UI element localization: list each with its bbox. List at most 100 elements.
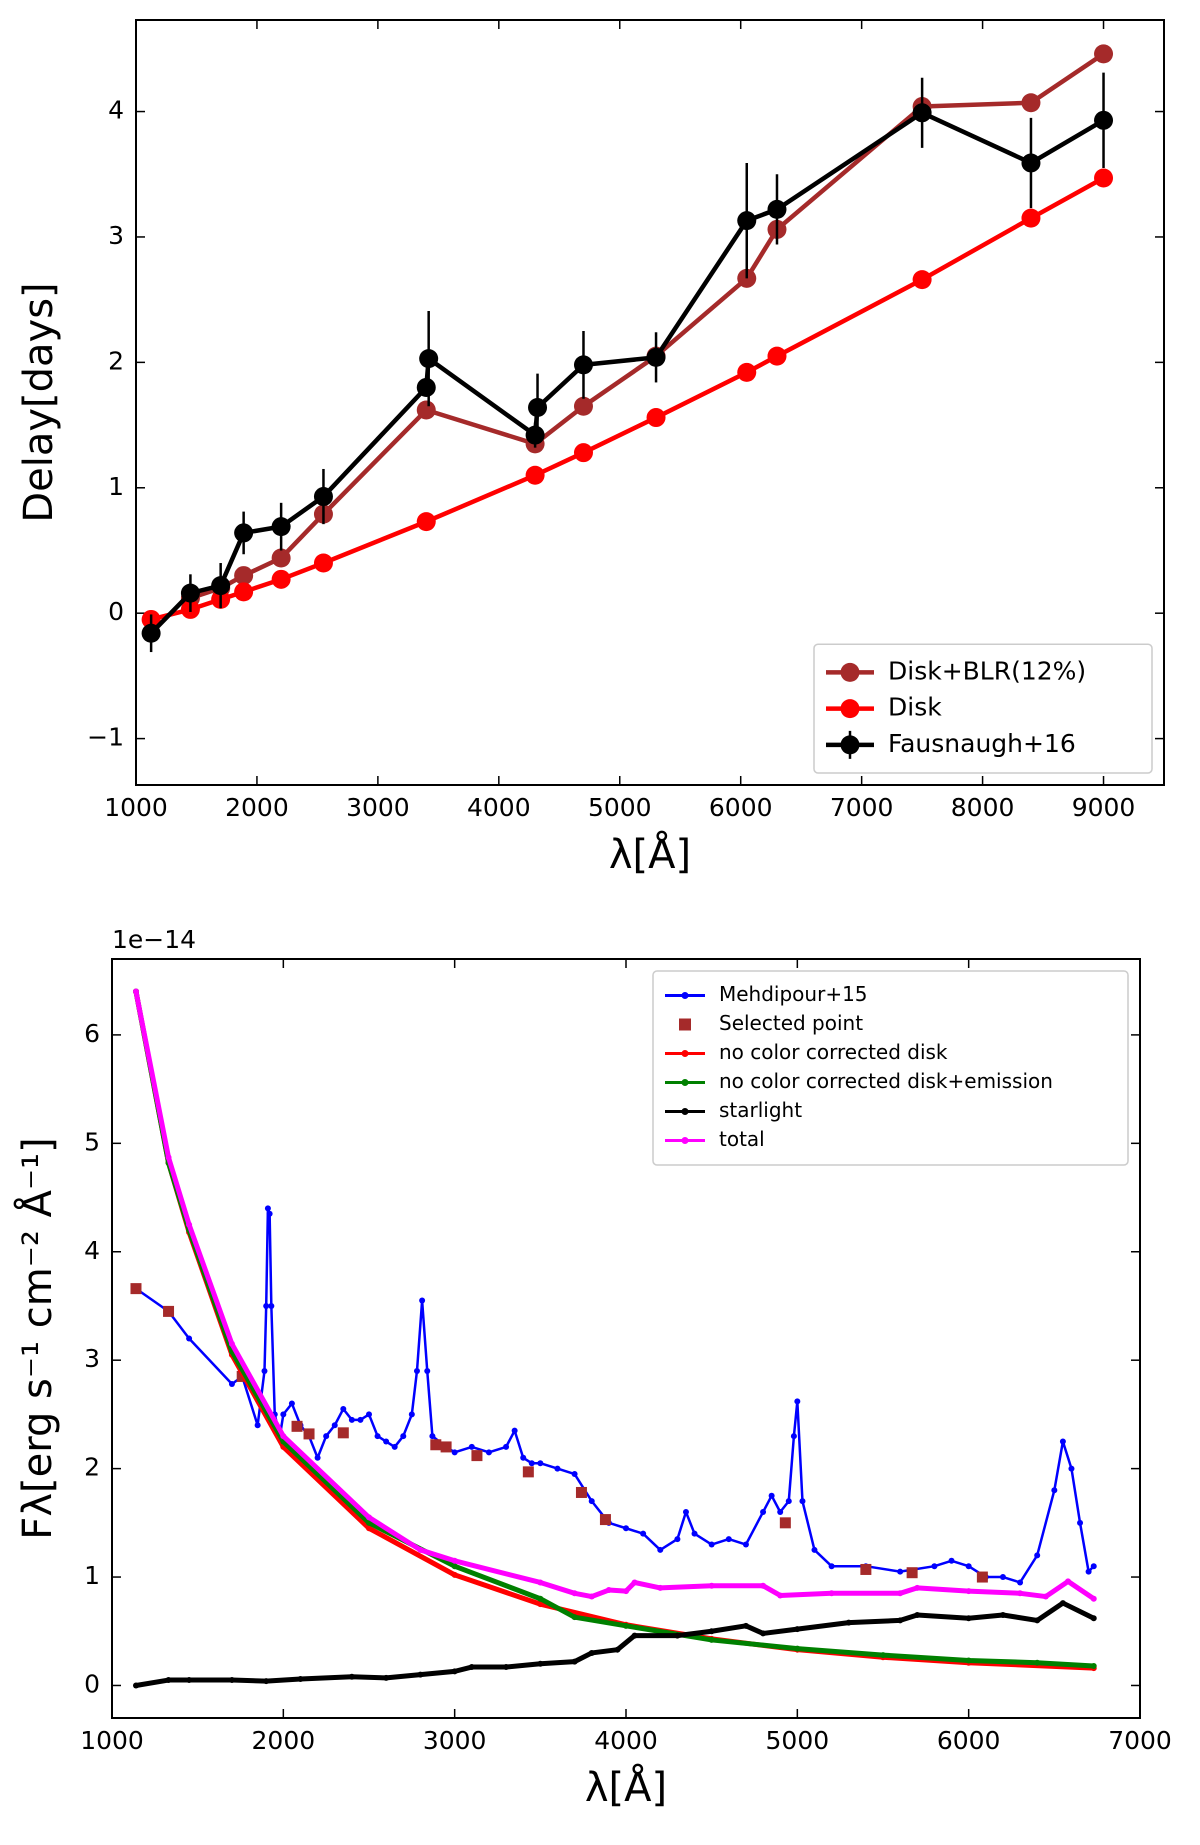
x-tick-label: 5000	[766, 1726, 830, 1755]
legend-box	[652, 970, 1129, 1166]
series-line	[135, 1207, 1095, 1584]
point	[271, 517, 291, 537]
x-tick-label: 3000	[423, 1726, 487, 1755]
point	[906, 1567, 918, 1579]
point	[503, 1664, 510, 1671]
point	[623, 1588, 629, 1595]
x-tick-label: 6000	[937, 1726, 1001, 1755]
y-tick-label: 2	[108, 346, 124, 375]
point	[708, 1628, 715, 1635]
series-line	[149, 110, 1105, 635]
x-tick-label: 6000	[709, 793, 773, 822]
point	[374, 1433, 381, 1440]
x-tick-label: 5000	[588, 793, 652, 822]
point	[657, 1546, 664, 1553]
point	[525, 465, 545, 485]
point	[537, 1595, 544, 1602]
point	[288, 1400, 295, 1407]
point	[914, 1611, 921, 1618]
point	[537, 1460, 544, 1467]
point	[1059, 1600, 1066, 1607]
x-tick-label: 2000	[225, 793, 289, 822]
point	[571, 1590, 578, 1597]
legend-marker	[681, 1108, 689, 1115]
point	[1090, 1563, 1097, 1570]
x-tick-label: 8000	[951, 793, 1015, 822]
legend: Mehdipour+15 Selected point no color corre…	[652, 970, 1129, 1166]
legend-marker	[679, 1018, 691, 1031]
point	[271, 569, 291, 589]
point	[811, 1546, 818, 1553]
point	[268, 1302, 275, 1309]
point	[1059, 1438, 1066, 1445]
point	[537, 1660, 544, 1667]
point	[340, 1405, 347, 1412]
point	[468, 1443, 475, 1450]
point	[1085, 1568, 1092, 1575]
point	[965, 1563, 972, 1570]
point	[767, 199, 787, 219]
x-tick-label: 4000	[594, 1726, 658, 1755]
legend-label: Disk	[888, 693, 942, 722]
y-tick-label: 1	[84, 1561, 100, 1590]
point	[742, 1622, 749, 1629]
legend-marker	[681, 1050, 689, 1057]
point	[768, 1492, 775, 1499]
point	[417, 1671, 424, 1678]
point	[571, 1658, 578, 1665]
point	[383, 1674, 390, 1681]
series-line	[133, 991, 1096, 1601]
x-tick-label: 4000	[467, 793, 531, 822]
point	[528, 398, 548, 418]
point	[767, 346, 787, 366]
plot-area	[130, 988, 1097, 1689]
point	[451, 1571, 458, 1578]
point	[588, 1593, 595, 1600]
point	[1021, 153, 1041, 173]
point	[828, 1590, 835, 1597]
point	[682, 1508, 689, 1515]
point	[794, 1626, 801, 1633]
point	[254, 1422, 261, 1429]
point	[440, 1441, 452, 1453]
point	[413, 1368, 420, 1375]
x-axis-label: λ[Å]	[585, 1763, 667, 1811]
x-tick-label: 2000	[252, 1726, 316, 1755]
point	[657, 1584, 664, 1591]
point	[573, 396, 593, 416]
point	[623, 1622, 629, 1629]
point	[573, 443, 593, 463]
x-axis-label: λ[Å]	[609, 830, 691, 878]
point	[1034, 1659, 1041, 1666]
x-tick-label: 1000	[80, 1726, 144, 1755]
point	[348, 1416, 355, 1423]
legend-marker	[840, 662, 860, 682]
point	[1042, 1593, 1049, 1600]
point	[1090, 1662, 1097, 1669]
legend-marker	[840, 735, 860, 755]
point	[228, 1677, 235, 1684]
point	[186, 1221, 193, 1228]
point	[234, 523, 254, 543]
point	[631, 1579, 638, 1586]
point	[408, 1411, 415, 1418]
x-tick-label: 1000	[104, 793, 168, 822]
point	[965, 1615, 972, 1622]
point	[1021, 93, 1041, 113]
x-tick-label: 9000	[1072, 793, 1136, 822]
offset-label: 1e−14	[112, 925, 196, 954]
point	[725, 1536, 732, 1543]
point	[845, 1619, 852, 1626]
point	[708, 1582, 715, 1589]
legend-marker	[840, 699, 860, 719]
point	[266, 1210, 273, 1217]
y-tick-label: −1	[87, 723, 124, 752]
point	[777, 1592, 784, 1599]
point	[575, 1486, 587, 1498]
legend-label: no color corrected disk+emission	[719, 1069, 1053, 1093]
legend: Disk+BLR(12%) Disk Fausnaugh+16	[813, 643, 1153, 774]
point	[1017, 1590, 1024, 1597]
point	[860, 1563, 872, 1575]
point	[1021, 208, 1041, 228]
y-tick-label: 0	[108, 597, 124, 626]
